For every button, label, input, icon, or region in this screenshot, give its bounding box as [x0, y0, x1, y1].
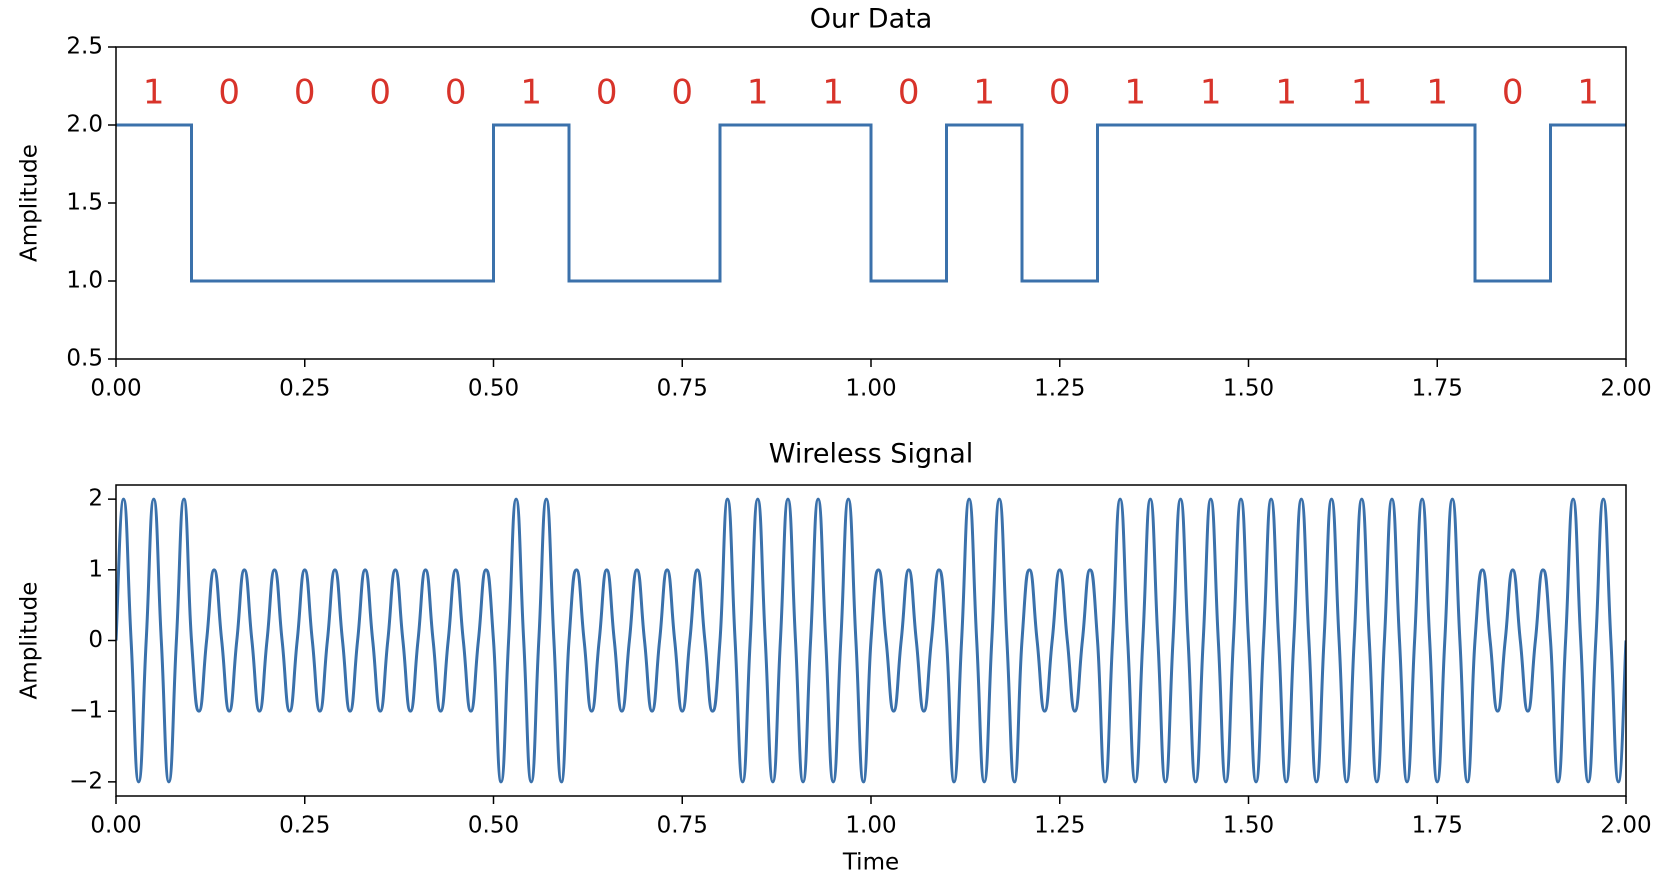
y-tick-label: 1.5 — [66, 190, 103, 216]
x-tick-label: 2.00 — [1600, 376, 1651, 402]
x-tick-label: 1.25 — [1034, 813, 1085, 839]
x-tick-label: 2.00 — [1600, 813, 1651, 839]
bit-label: 1 — [1577, 72, 1599, 112]
y-tick-label: 0 — [88, 627, 103, 653]
x-tick-label: 1.50 — [1223, 813, 1274, 839]
bit-label: 1 — [1124, 72, 1146, 112]
bit-label: 0 — [294, 72, 316, 112]
bit-label: 0 — [1502, 72, 1524, 112]
axes-frame — [115, 46, 1627, 360]
bit-label: 0 — [445, 72, 467, 112]
axes-frame — [115, 484, 1627, 797]
bit-label: 0 — [369, 72, 391, 112]
x-tick-label: 0.75 — [657, 813, 708, 839]
bit-label: 0 — [596, 72, 618, 112]
x-tick-label: 1.75 — [1412, 376, 1463, 402]
bit-label: 1 — [1426, 72, 1448, 112]
y-axis-label: Amplitude — [17, 144, 43, 262]
bit-label: 0 — [1049, 72, 1071, 112]
bit-label: 0 — [898, 72, 920, 112]
bit-label: 1 — [747, 72, 769, 112]
x-tick-label: 1.25 — [1034, 376, 1085, 402]
bit-label: 1 — [822, 72, 844, 112]
bit-label: 0 — [671, 72, 693, 112]
x-tick-label: 1.00 — [845, 813, 896, 839]
y-axis-label: Amplitude — [17, 582, 43, 700]
chart-title: Our Data — [810, 4, 933, 35]
y-tick-label: 2.5 — [66, 34, 103, 60]
y-tick-label: 1.0 — [66, 268, 103, 294]
x-tick-label: 1.00 — [845, 376, 896, 402]
bit-label: 1 — [1351, 72, 1373, 112]
y-tick-label: 2.0 — [66, 112, 103, 138]
y-tick-label: −1 — [69, 698, 103, 724]
x-axis-label: Time — [842, 850, 899, 876]
chart-title: Wireless Signal — [769, 439, 974, 470]
y-tick-label: 1 — [88, 556, 103, 582]
x-tick-label: 0.50 — [468, 376, 519, 402]
y-tick-label: 0.5 — [66, 346, 103, 372]
x-tick-label: 0.75 — [657, 376, 708, 402]
x-tick-label: 0.25 — [279, 376, 330, 402]
signal-line — [116, 497, 1626, 784]
signal-line — [116, 123, 1626, 283]
bit-label: 1 — [1275, 72, 1297, 112]
x-tick-label: 0.00 — [90, 376, 141, 402]
bit-label: 1 — [143, 72, 165, 112]
bit-label: 1 — [520, 72, 542, 112]
bit-label: 1 — [1200, 72, 1222, 112]
bit-label: 1 — [973, 72, 995, 112]
x-tick-label: 1.75 — [1412, 813, 1463, 839]
x-tick-label: 0.50 — [468, 813, 519, 839]
y-tick-label: 2 — [88, 486, 103, 512]
y-tick-label: −2 — [69, 768, 103, 794]
x-tick-label: 1.50 — [1223, 376, 1274, 402]
x-tick-label: 0.25 — [279, 813, 330, 839]
bit-label: 0 — [218, 72, 240, 112]
x-tick-label: 0.00 — [90, 813, 141, 839]
